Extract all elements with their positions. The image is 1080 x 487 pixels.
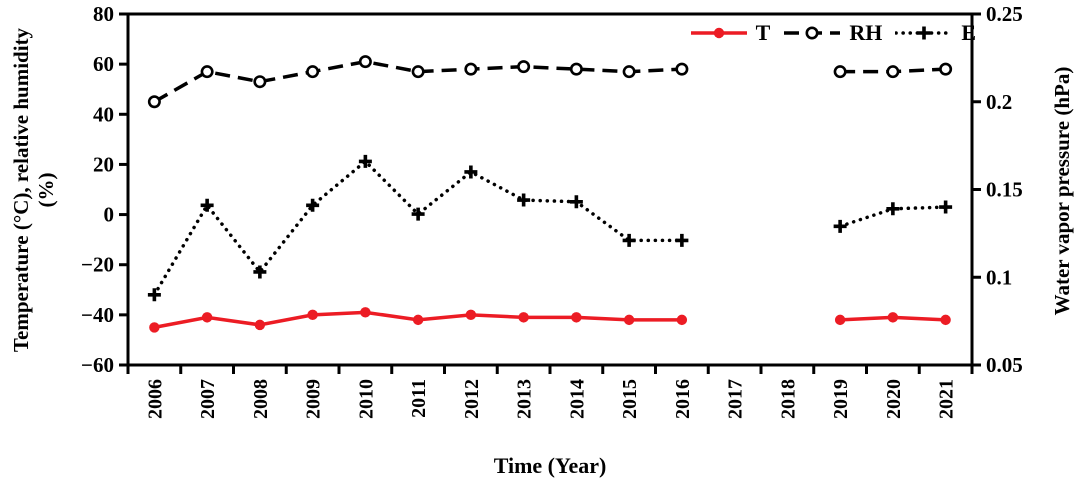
right-axis-title: Water vapor pressure (hPa) [1050, 66, 1074, 316]
svg-text:2009: 2009 [303, 379, 325, 419]
legend-sample-e-icon [895, 26, 954, 40]
svg-text:−40: −40 [81, 303, 114, 327]
legend: T RH E [690, 20, 976, 46]
series-E [147, 154, 953, 302]
legend-item-rh: RH [783, 20, 882, 46]
svg-text:2013: 2013 [514, 379, 536, 419]
left-axis-title-line1: Temperature (°C), relative humidity [9, 27, 33, 353]
svg-text:−20: −20 [81, 253, 114, 277]
svg-text:−60: −60 [81, 353, 114, 377]
svg-text:2008: 2008 [250, 379, 272, 419]
legend-sample-rh-icon [784, 26, 841, 40]
legend-item-t: T [690, 20, 771, 46]
svg-text:2012: 2012 [461, 379, 483, 419]
x-axis-ticks [126, 365, 974, 374]
legend-item-e: E [895, 20, 976, 46]
left-axis-ticks [119, 12, 128, 367]
svg-text:2020: 2020 [883, 379, 905, 419]
svg-text:60: 60 [93, 52, 114, 76]
svg-text:2017: 2017 [725, 379, 747, 419]
svg-text:2015: 2015 [619, 379, 641, 419]
x-axis-title: Time (Year) [493, 453, 607, 478]
svg-text:2018: 2018 [777, 379, 799, 419]
legend-sample-t-icon [690, 27, 747, 39]
svg-text:2016: 2016 [672, 379, 694, 419]
svg-text:0.25: 0.25 [986, 2, 1023, 26]
svg-text:2006: 2006 [144, 379, 166, 419]
svg-text:80: 80 [93, 2, 114, 26]
series-T [149, 307, 951, 333]
svg-text:20: 20 [93, 152, 114, 176]
svg-text:2019: 2019 [830, 379, 852, 419]
svg-text:0.1: 0.1 [986, 265, 1012, 289]
svg-text:2021: 2021 [936, 379, 958, 419]
svg-text:2007: 2007 [197, 379, 219, 419]
svg-text:40: 40 [93, 102, 114, 126]
left-axis-title: Temperature (°C), relative humidity (%) [8, 0, 60, 380]
svg-text:2011: 2011 [408, 379, 430, 418]
legend-label-t: T [755, 20, 771, 45]
legend-label-rh: RH [849, 20, 883, 45]
svg-text:2014: 2014 [566, 379, 588, 419]
legend-label-e: E [961, 20, 976, 45]
svg-text:0: 0 [104, 203, 115, 227]
svg-text:0.2: 0.2 [986, 90, 1012, 114]
svg-text:0.15: 0.15 [986, 178, 1023, 202]
svg-text:2010: 2010 [355, 379, 377, 419]
series-RH [147, 55, 953, 109]
left-axis-title-line2: (%) [34, 172, 58, 208]
svg-text:0.05: 0.05 [986, 353, 1023, 377]
